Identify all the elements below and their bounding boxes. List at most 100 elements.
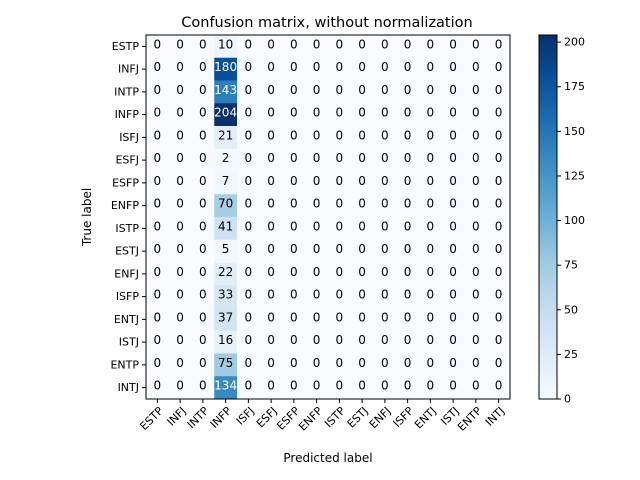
cell-INFJ-INFJ xyxy=(168,57,192,81)
cell-ESTJ-ISFP xyxy=(396,239,420,263)
cell-ENFJ-ENTP xyxy=(464,262,488,286)
cell-label-ISTP-ISFJ: 0 xyxy=(245,219,253,233)
cell-ENFJ-ISTJ xyxy=(441,262,465,286)
cell-label-ENFP-ESFP: 0 xyxy=(290,197,298,211)
cell-label-ISTJ-INFJ: 0 xyxy=(176,333,184,347)
cell-ISTP-ENTJ xyxy=(419,217,443,241)
cell-ISTP-ISTP xyxy=(328,217,352,241)
cell-label-ESTJ-ESFP: 0 xyxy=(290,242,298,256)
cell-label-INTP-ENTJ: 0 xyxy=(427,83,435,97)
cell-INTJ-ISTJ xyxy=(441,376,465,400)
cell-ENTP-ISFJ xyxy=(237,353,261,377)
cell-label-ESFP-ENTJ: 0 xyxy=(427,174,435,188)
cell-INTP-ISFJ xyxy=(237,80,261,104)
cell-label-ESFP-ISFP: 0 xyxy=(404,174,412,188)
x-tick-label-ENTJ: ENTJ xyxy=(412,404,439,431)
cell-label-ESTJ-ISTP: 0 xyxy=(336,242,344,256)
cell-label-INTP-ENFJ: 0 xyxy=(381,83,389,97)
cell-INTJ-INFJ xyxy=(168,376,192,400)
cell-label-INTJ-ENFJ: 0 xyxy=(381,379,389,393)
cell-label-ISFP-ENFP: 0 xyxy=(313,288,321,302)
cell-label-ENFP-INFP: 70 xyxy=(218,197,233,211)
cell-label-ENFP-ISFP: 0 xyxy=(404,197,412,211)
cell-label-INTJ-INFJ: 0 xyxy=(176,379,184,393)
cell-label-ESTP-ESTJ: 0 xyxy=(358,37,366,51)
cell-label-ISTP-ESTJ: 0 xyxy=(358,219,366,233)
cell-label-ENTJ-ENTJ: 0 xyxy=(427,310,435,324)
cell-label-INTP-INTP: 0 xyxy=(199,83,207,97)
cell-ESFJ-ESFJ xyxy=(259,148,283,172)
cell-label-ESFJ-ESFP: 0 xyxy=(290,151,298,165)
cell-label-ISTP-INFP: 41 xyxy=(218,219,233,233)
cell-label-ENFP-ISTJ: 0 xyxy=(449,197,457,211)
x-axis-label: Predicted label xyxy=(283,451,372,465)
cell-label-ESFP-ISFJ: 0 xyxy=(245,174,253,188)
cell-ENTJ-INTJ xyxy=(487,308,511,332)
cell-INTJ-ESFJ xyxy=(259,376,283,400)
cell-label-INTJ-ENTP: 0 xyxy=(472,379,480,393)
cell-ESFJ-ESFP xyxy=(282,148,306,172)
cell-ENTJ-ESTP xyxy=(146,308,170,332)
y-axis-ticks: ESTP INFJ INTP INFP ISFJ ESFJ ESFP ENFP ISTP ESTJ… xyxy=(110,40,146,394)
cell-label-ESFP-ESTJ: 0 xyxy=(358,174,366,188)
cell-ENTP-INFJ xyxy=(168,353,192,377)
cell-INTP-ENTJ xyxy=(419,80,443,104)
cell-label-ISFP-INFJ: 0 xyxy=(176,288,184,302)
cell-ENFJ-INFJ xyxy=(168,262,192,286)
cell-ENFP-ENTJ xyxy=(419,194,443,218)
cell-label-INFP-ENTJ: 0 xyxy=(427,106,435,120)
x-tick-label-ENFJ: ENFJ xyxy=(367,404,394,431)
cell-ESTP-ISFJ xyxy=(237,35,261,59)
cell-label-ISFJ-INFJ: 0 xyxy=(176,128,184,142)
cell-label-ENFJ-INTP: 0 xyxy=(199,265,207,279)
cell-label-ISFP-ESTP: 0 xyxy=(154,288,162,302)
colorbar-tick-label: 150 xyxy=(564,125,585,138)
cell-label-INFP-ESTP: 0 xyxy=(154,106,162,120)
cell-INTP-ESTP xyxy=(146,80,170,104)
cell-label-ESFJ-INTJ: 0 xyxy=(495,151,503,165)
cell-INTJ-ESTP xyxy=(146,376,170,400)
cell-ISFP-ESFJ xyxy=(259,285,283,309)
cell-ESTP-INFJ xyxy=(168,35,192,59)
cell-ESTJ-INTP xyxy=(191,239,215,263)
cell-label-INFJ-ENTJ: 0 xyxy=(427,60,435,74)
cell-label-INTJ-ESFJ: 0 xyxy=(267,379,275,393)
cell-label-ESFP-ESTP: 0 xyxy=(154,174,162,188)
cell-ISTP-ISTJ xyxy=(441,217,465,241)
cell-ISFJ-ESTJ xyxy=(350,126,374,150)
cell-INFJ-INFP xyxy=(214,57,238,81)
cell-ISFP-ENFJ xyxy=(373,285,397,309)
x-tick-label-ESTJ: ESTJ xyxy=(345,404,371,430)
cell-label-ENFP-INTP: 0 xyxy=(199,197,207,211)
cell-label-ESTJ-ESTP: 0 xyxy=(154,242,162,256)
x-tick-label-ISFJ: ISFJ xyxy=(234,404,257,427)
cell-ISTP-ESFJ xyxy=(259,217,283,241)
cell-label-INFJ-ISTP: 0 xyxy=(336,60,344,74)
cell-label-ENFP-ENFJ: 0 xyxy=(381,197,389,211)
y-tick-label-INFP: INFP xyxy=(115,108,140,121)
cell-ISFP-INFJ xyxy=(168,285,192,309)
cell-label-INFP-ESTJ: 0 xyxy=(358,106,366,120)
cell-label-ENTP-ISTJ: 0 xyxy=(449,356,457,370)
y-tick-label-INTJ: INTJ xyxy=(118,381,139,394)
cell-label-ISTP-ENTP: 0 xyxy=(472,219,480,233)
cell-ENFJ-ENFP xyxy=(305,262,329,286)
cell-label-ISTP-INTP: 0 xyxy=(199,219,207,233)
cell-ENTJ-ISTJ xyxy=(441,308,465,332)
heatmap-cells xyxy=(146,35,511,400)
cell-label-ISFP-ENFJ: 0 xyxy=(381,288,389,302)
cell-label-INFJ-ENFP: 0 xyxy=(313,60,321,74)
cell-ENTP-ENFP xyxy=(305,353,329,377)
cell-ISTJ-INFP xyxy=(214,330,238,354)
cell-label-ENFP-ENFP: 0 xyxy=(313,197,321,211)
cell-label-ENTP-ENFP: 0 xyxy=(313,356,321,370)
cell-value-labels: 0 0 0 10 0 0 0 0 0 0 0 0 0 0 0 00 0 0 180 0 0 0 0 0 0 0 0 0 0 0 00 0 0 14… xyxy=(154,37,503,392)
cell-ISTP-ESTP xyxy=(146,217,170,241)
cell-INTJ-INTP xyxy=(191,376,215,400)
cell-ENFP-ESTP xyxy=(146,194,170,218)
cell-label-ESTJ-INFP: 5 xyxy=(222,242,230,256)
cell-ENTJ-ENTP xyxy=(464,308,488,332)
cell-label-ESFP-ESFJ: 0 xyxy=(267,174,275,188)
colorbar-tick-label: 100 xyxy=(564,214,585,227)
cell-label-ESFJ-ISFJ: 0 xyxy=(245,151,253,165)
